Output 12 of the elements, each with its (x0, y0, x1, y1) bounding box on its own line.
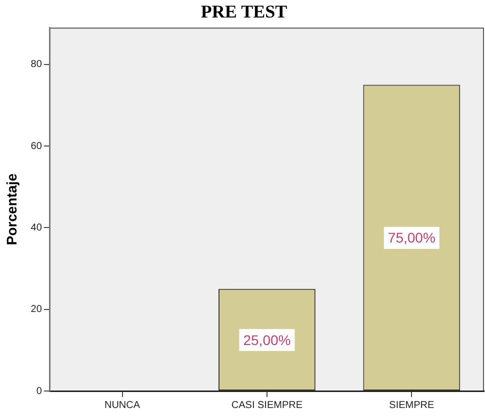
data-label: 75,00% (388, 230, 436, 246)
x-tick-label: CASI SIEMPRE (231, 400, 303, 411)
y-tick-label: 20 (30, 304, 42, 316)
data-label: 25,00% (243, 332, 291, 348)
chart-title: PRE TEST (200, 1, 288, 22)
y-tick-label: 80 (30, 59, 42, 70)
y-tick-label: 0 (36, 386, 42, 397)
y-tick-label: 60 (30, 140, 42, 152)
x-tick-label: NUNCA (104, 400, 140, 411)
y-axis-title: Porcentaje (3, 173, 20, 246)
y-tick-label: 40 (30, 222, 42, 234)
x-tick-label: SIEMPRE (389, 400, 434, 411)
